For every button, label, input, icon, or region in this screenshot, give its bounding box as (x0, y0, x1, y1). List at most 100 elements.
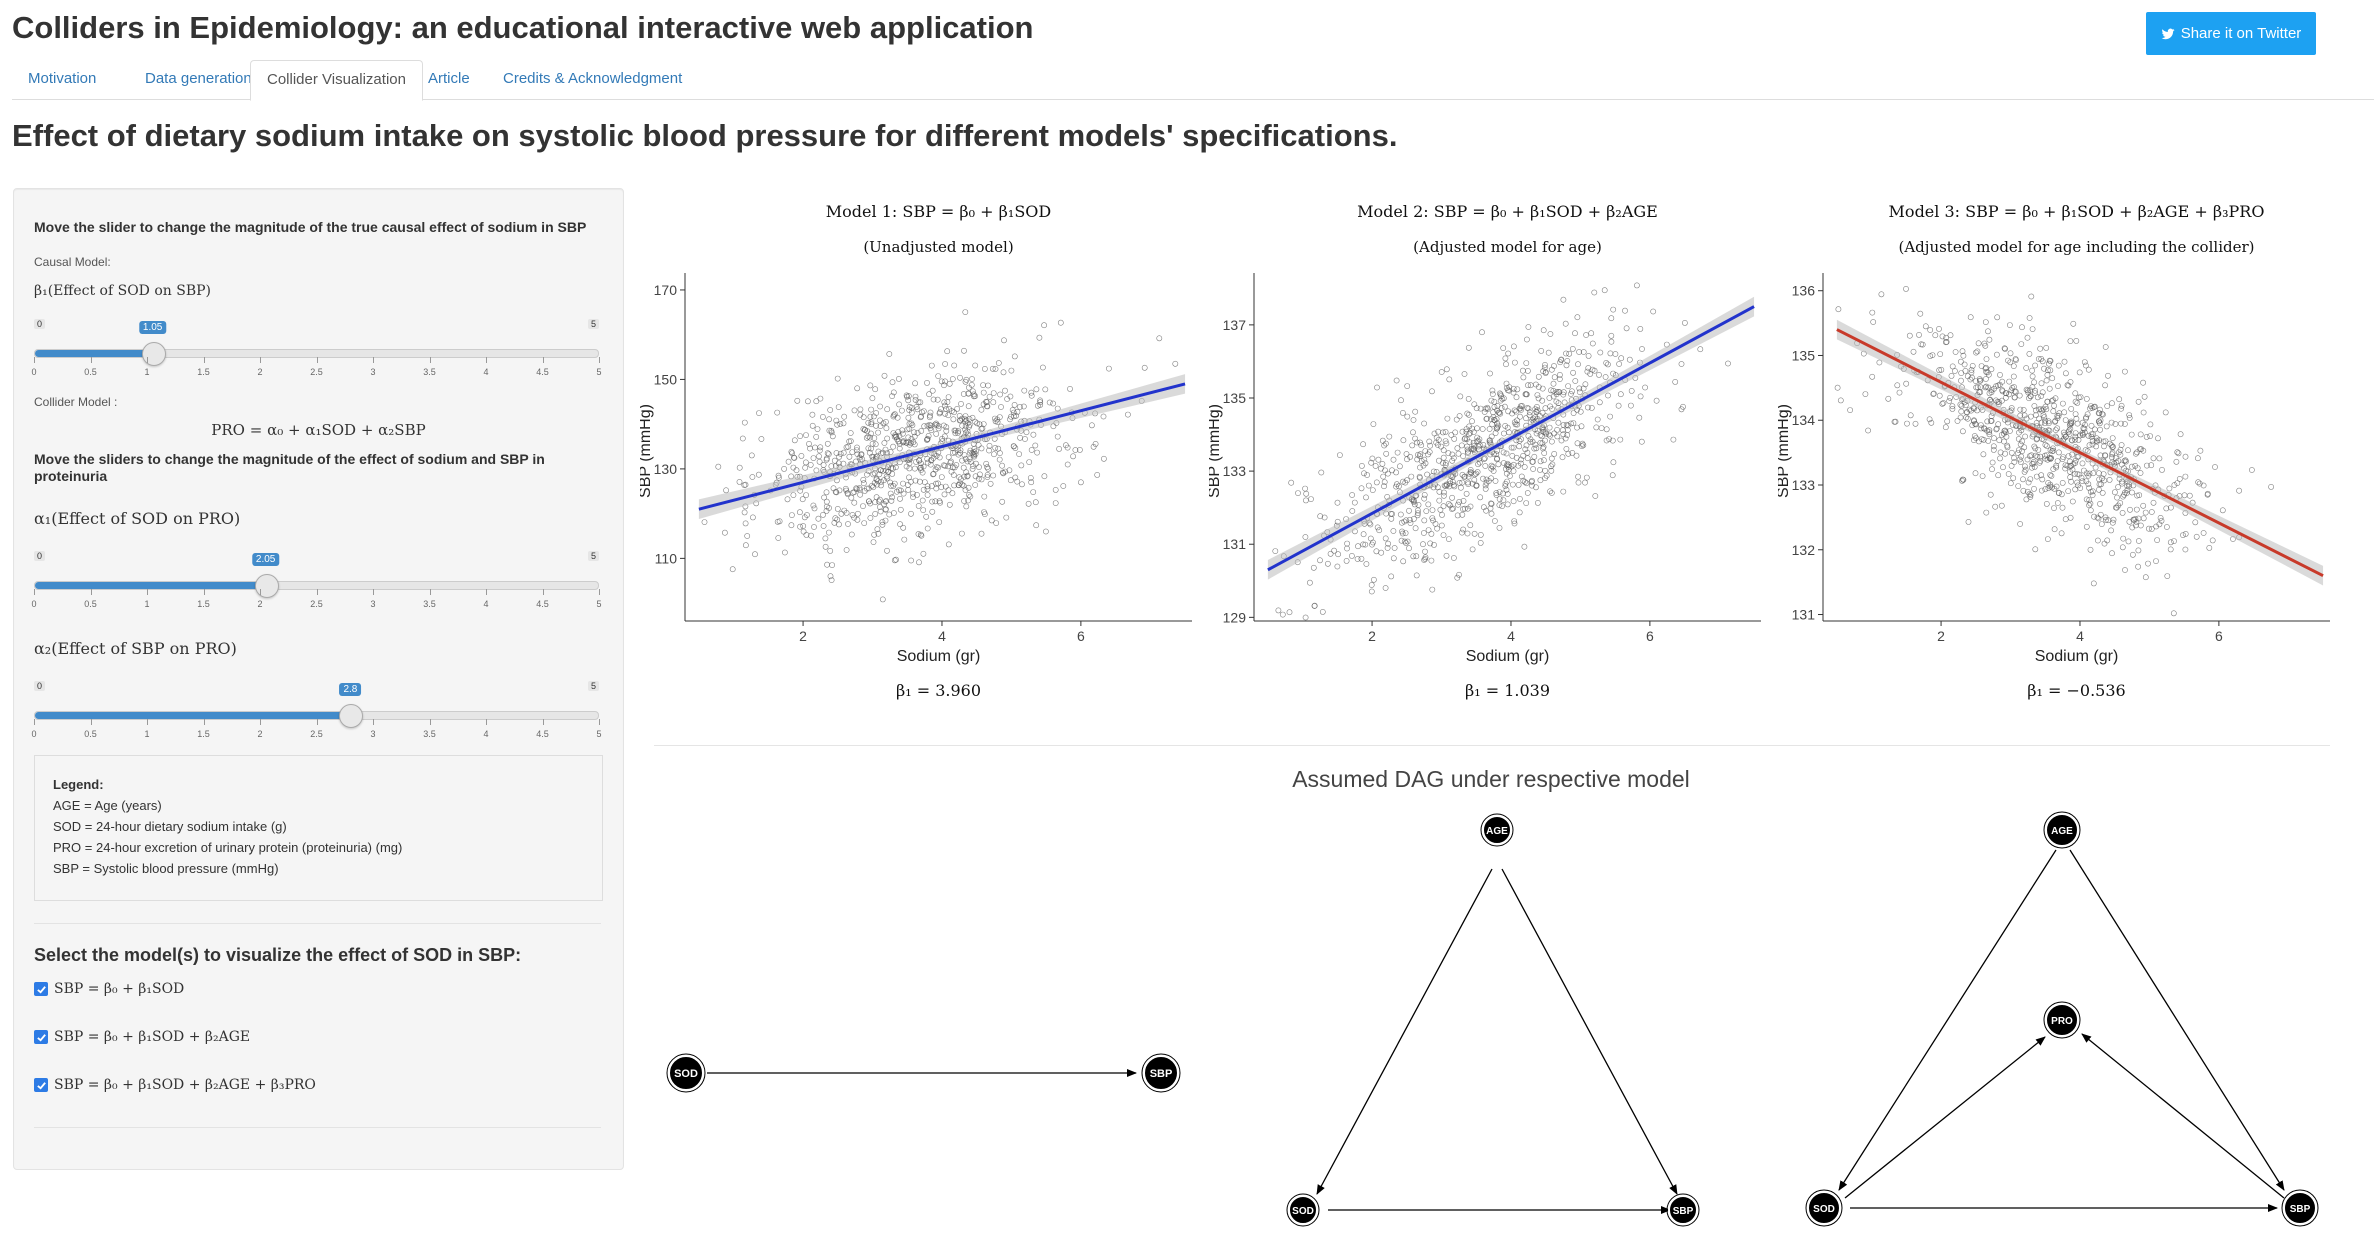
tab-credits[interactable]: Credits & Acknowledgment (503, 70, 683, 87)
slider-tick (147, 357, 148, 363)
data-point (958, 530, 965, 537)
data-point (1575, 361, 1581, 368)
tab-collider-visualization[interactable]: Collider Visualization (250, 60, 423, 101)
data-point (1496, 502, 1503, 508)
slider-handle[interactable] (254, 574, 279, 598)
model2-checkbox-row[interactable]: SBP = β₀ + β₁SOD + β₂AGE (34, 1027, 250, 1047)
collider-equation: PRO = α₀ + α₁SOD + α₂SBP (211, 421, 426, 439)
data-point (870, 413, 877, 420)
data-point (2016, 429, 2022, 436)
data-point (923, 513, 930, 520)
model1-checkbox-row[interactable]: SBP = β₀ + β₁SOD (34, 979, 184, 999)
data-point (1279, 611, 1286, 618)
data-point (1534, 392, 1541, 398)
data-point (877, 508, 884, 515)
data-point (868, 419, 875, 426)
data-point (952, 449, 958, 456)
data-point (1932, 332, 1939, 339)
data-point (965, 403, 972, 410)
data-point (843, 547, 850, 553)
data-point (1480, 475, 1486, 482)
data-point (1930, 390, 1937, 397)
slider-handle[interactable] (339, 704, 364, 728)
data-point (1471, 471, 1478, 478)
data-point (1449, 457, 1456, 464)
slider-handle[interactable] (142, 342, 167, 366)
data-point (2140, 447, 2147, 454)
data-point (1531, 453, 1538, 460)
data-point (2083, 523, 2090, 530)
data-point (1587, 370, 1594, 377)
data-point (2076, 369, 2083, 376)
data-point (960, 391, 967, 397)
data-point (1434, 442, 1441, 448)
data-point (1519, 367, 1526, 374)
data-point (1997, 371, 2003, 378)
tab-motivation[interactable]: Motivation (28, 70, 97, 87)
data-point (1577, 408, 1584, 415)
data-point (1382, 535, 1389, 542)
model2-plot: Model 2: SBP = β₀ + β₁SOD + β₂AGE (Adjust… (1206, 195, 1779, 715)
data-point (1460, 453, 1466, 459)
data-point (1539, 385, 1546, 392)
data-point (2182, 473, 2189, 480)
data-point (774, 518, 781, 525)
data-point (2176, 475, 2183, 482)
data-point (1483, 476, 1490, 483)
data-point (1891, 418, 1898, 425)
data-point (2016, 392, 2023, 399)
data-point (1990, 443, 1997, 450)
data-point (2148, 509, 2155, 515)
data-point (887, 449, 894, 455)
data-point (1454, 574, 1461, 581)
data-point (1534, 499, 1541, 506)
data-point (1487, 505, 1494, 512)
data-point (1627, 402, 1634, 409)
data-point (833, 417, 840, 424)
data-point (1926, 416, 1933, 423)
data-point (1637, 393, 1644, 400)
checkbox[interactable] (34, 982, 48, 996)
data-point (1477, 405, 1484, 412)
data-point (1450, 505, 1456, 512)
share-twitter-button[interactable]: Share it on Twitter (2146, 12, 2316, 55)
alpha1-slider[interactable]: 0 5 2.05 0 0.5 1 1.5 2 2.5 3 3.5 4 4.5 5 (31, 551, 602, 621)
data-point (2116, 396, 2123, 403)
data-point (968, 381, 975, 388)
data-point (2083, 395, 2090, 402)
tab-article[interactable]: Article (428, 70, 470, 87)
alpha2-slider[interactable]: 0 5 2.8 0 0.5 1 1.5 2 2.5 3 3.5 4 4.5 5 (31, 681, 602, 751)
data-point (966, 423, 972, 430)
data-point (980, 401, 987, 408)
data-point (2158, 517, 2165, 524)
data-point (1999, 388, 2006, 395)
data-point (803, 531, 810, 538)
beta1-slider[interactable]: 0 5 1.05 0 0.5 1 1.5 2 2.5 3 3.5 4 4.5 5 (31, 319, 602, 389)
slider-tick (486, 357, 487, 363)
model3-checkbox-row[interactable]: SBP = β₀ + β₁SOD + β₂AGE + β₃PRO (34, 1075, 316, 1095)
data-point (2031, 403, 2038, 409)
data-point (2072, 459, 2079, 466)
tab-data-generation[interactable]: Data generation (145, 70, 252, 87)
slider-tick-label: 4.5 (536, 367, 549, 377)
data-point (1469, 546, 1476, 553)
data-point (2008, 449, 2015, 456)
data-point (1966, 406, 1973, 413)
data-point (1435, 428, 1442, 435)
data-point (1526, 412, 1533, 419)
data-point (2074, 479, 2080, 486)
data-point (1847, 407, 1853, 413)
data-point (2133, 506, 2140, 513)
data-point (825, 529, 832, 536)
data-point (1558, 437, 1565, 444)
slider-tick (599, 357, 600, 363)
data-point (1537, 458, 1544, 465)
data-point (1272, 548, 1279, 554)
checkbox[interactable] (34, 1030, 48, 1044)
data-point (1488, 462, 1495, 469)
data-point (1504, 387, 1511, 394)
data-point (1395, 483, 1402, 490)
checkbox[interactable] (34, 1078, 48, 1092)
data-point (1514, 386, 1521, 393)
data-point (1949, 363, 1956, 370)
